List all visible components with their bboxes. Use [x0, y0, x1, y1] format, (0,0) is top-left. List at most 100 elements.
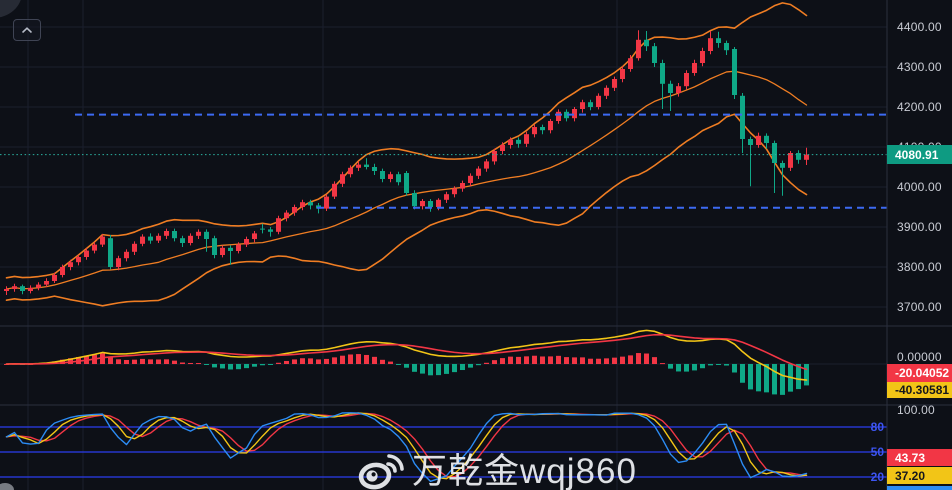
- candle-body: [196, 231, 201, 236]
- candle-body: [484, 161, 489, 169]
- macd-histogram-bar: [332, 357, 337, 364]
- macd-histogram-bar: [540, 356, 545, 364]
- candle-body: [132, 243, 137, 252]
- macd-histogram-bar: [292, 359, 297, 364]
- macd-histogram-bar: [604, 358, 609, 364]
- macd-yellow-value-badge: -40.30581: [887, 382, 952, 398]
- candle-body: [116, 258, 121, 267]
- candle-body: [4, 289, 9, 291]
- candle-body: [372, 167, 377, 171]
- macd-histogram-bar: [804, 364, 809, 386]
- macd-histogram-bar: [652, 357, 657, 364]
- macd-histogram-bar: [132, 359, 137, 364]
- candle-body: [220, 247, 225, 255]
- macd-histogram-bar: [108, 357, 113, 364]
- candle-body: [724, 43, 729, 51]
- candle-body: [68, 262, 73, 267]
- candle-body: [532, 127, 537, 135]
- candle-body: [300, 202, 305, 207]
- candle-body: [780, 163, 785, 168]
- macd-histogram-bar: [668, 364, 673, 369]
- macd-histogram-bar: [228, 364, 233, 370]
- stoch-yellow-value-badge: 37.20: [887, 467, 952, 484]
- price-axis-label: 4000.00: [897, 180, 942, 194]
- macd-histogram-bar: [492, 360, 497, 364]
- price-axis-label: 3800.00: [897, 260, 942, 274]
- panel-collapse-button[interactable]: [13, 19, 41, 41]
- macd-histogram-bar: [644, 353, 649, 364]
- macd-red-value-badge: -20.04052: [887, 364, 952, 382]
- candle-body: [508, 139, 513, 145]
- macd-histogram-bar: [588, 358, 593, 364]
- candle-body: [124, 251, 129, 259]
- macd-histogram-bar: [164, 359, 169, 364]
- candle-body: [476, 168, 481, 176]
- candle-body: [180, 238, 185, 243]
- candle-body: [92, 244, 97, 251]
- macd-histogram-bar: [524, 356, 529, 364]
- candle-body: [332, 183, 337, 197]
- candle-body: [572, 109, 577, 119]
- candle-body: [348, 167, 353, 175]
- candle-body: [396, 174, 401, 183]
- candle-body: [612, 79, 617, 88]
- candle-body: [212, 238, 217, 255]
- candle-body: [676, 86, 681, 93]
- candle-body: [428, 201, 433, 207]
- macd-histogram-bar: [500, 358, 505, 364]
- macd-histogram-bar: [796, 364, 801, 390]
- candle-body: [404, 173, 409, 193]
- macd-histogram-bar: [100, 353, 105, 364]
- price-axis-label: 4200.00: [897, 100, 942, 114]
- macd-histogram-bar: [532, 355, 537, 364]
- candle-body: [788, 153, 793, 168]
- macd-histogram-bar: [692, 364, 697, 371]
- macd-histogram-bar: [124, 359, 129, 364]
- candle-body: [76, 257, 81, 263]
- candle-body: [540, 127, 545, 131]
- candle-body: [700, 51, 705, 63]
- candle-body: [268, 229, 273, 232]
- candle-body: [28, 287, 33, 291]
- candle-body: [276, 218, 281, 232]
- macd-histogram-bar: [700, 364, 705, 369]
- candle-body: [12, 286, 17, 289]
- macd-histogram-bar: [460, 364, 465, 371]
- macd-histogram-bar: [564, 357, 569, 364]
- candles-layer: [4, 30, 809, 295]
- macd-histogram-bar: [356, 354, 361, 364]
- macd-histogram-bar: [620, 356, 625, 364]
- candle-body: [748, 139, 753, 145]
- macd-histogram-bar: [740, 364, 745, 383]
- macd-histogram-bar: [196, 363, 201, 365]
- candle-body: [420, 201, 425, 207]
- macd-histogram-bar: [476, 364, 481, 366]
- candle-body: [156, 235, 161, 241]
- macd-histogram-bar: [348, 354, 353, 364]
- macd-histogram-bar: [684, 364, 689, 372]
- candle-body: [108, 238, 113, 267]
- macd-histogram-bar: [284, 360, 289, 364]
- macd-histogram-bar: [484, 362, 489, 364]
- macd-histogram-bar: [636, 353, 641, 364]
- macd-histogram-bar: [420, 364, 425, 374]
- macd-histogram-bar: [172, 360, 177, 364]
- price-axis-label: 4400.00: [897, 20, 942, 34]
- macd-histogram-bar: [268, 364, 273, 365]
- candle-body: [756, 135, 761, 145]
- candle-body: [388, 174, 393, 179]
- candle-body: [732, 49, 737, 95]
- candle-body: [492, 151, 497, 162]
- corner-artifact-bottom-left: [0, 483, 14, 490]
- macd-histogram-bar: [308, 358, 313, 364]
- candle-body: [356, 164, 361, 168]
- candle-body: [596, 95, 601, 107]
- candle-body: [412, 193, 417, 207]
- chevron-up-icon: [22, 27, 32, 33]
- candle-body: [692, 63, 697, 73]
- candle-body: [804, 154, 809, 160]
- candle-body: [244, 239, 249, 245]
- candle-body: [52, 275, 57, 281]
